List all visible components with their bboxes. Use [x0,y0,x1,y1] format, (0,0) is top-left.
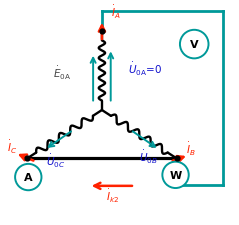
Text: $\dot{U}_{0C}$: $\dot{U}_{0C}$ [46,152,65,169]
Circle shape [15,164,42,190]
Text: $\dot{I}_C$: $\dot{I}_C$ [7,138,17,155]
Text: V: V [190,40,199,50]
Text: $\dot{I}_{k2}$: $\dot{I}_{k2}$ [106,187,120,204]
Text: $\dot{I}_B$: $\dot{I}_B$ [186,140,196,157]
Text: A: A [24,172,33,182]
Text: $\dot{U}_{0\rm A}\!=\!0$: $\dot{U}_{0\rm A}\!=\!0$ [129,61,163,77]
Circle shape [162,162,189,188]
Circle shape [180,31,208,59]
Text: $\dot{U}_{0B}$: $\dot{U}_{0B}$ [139,148,158,165]
Text: $\dot{E}_{0\rm A}$: $\dot{E}_{0\rm A}$ [53,65,71,82]
Text: W: W [169,170,182,180]
Text: $\dot{I}_A$: $\dot{I}_A$ [111,4,120,21]
